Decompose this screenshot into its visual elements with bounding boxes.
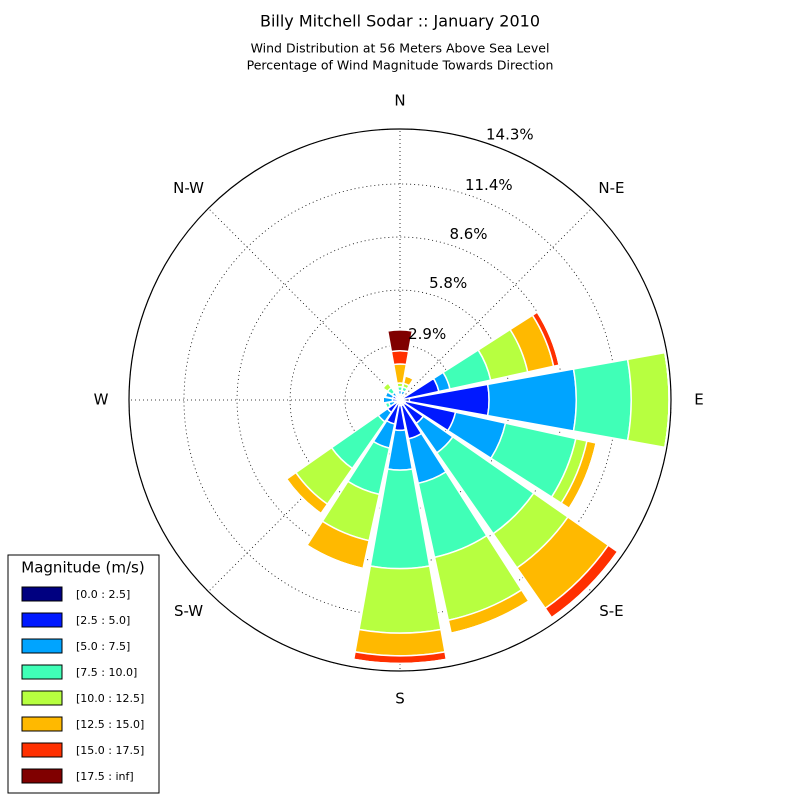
r-tick-label: 5.8% [429,274,467,292]
rose-segment [395,391,399,395]
legend-swatch [21,742,63,758]
chart-title: Billy Mitchell Sodar :: January 2010 [260,12,540,31]
direction-label: S [395,690,405,708]
legend-swatch [21,586,63,602]
legend-label: [7.5 : 10.0] [76,666,137,679]
legend-label: [0.0 : 2.5] [76,588,130,601]
r-tick-label: 11.4% [465,176,513,194]
legend-label: [5.0 : 7.5] [76,640,130,653]
legend-label: [10.0 : 12.5] [76,692,144,705]
direction-label: S-E [599,602,623,620]
rose-segment [358,565,442,634]
legend-label: [17.5 : inf] [76,770,134,783]
direction-label: E [694,391,703,409]
legend-swatch [21,664,63,680]
rose-segment [382,382,389,389]
rose-segment [390,349,410,366]
legend-swatch [21,690,63,706]
r-tick-label: 8.6% [449,225,487,243]
rose-segment [626,351,670,449]
outer-circle [128,128,672,672]
legend-title: Magnitude (m/s) [21,559,144,577]
r-tick-label: 2.9% [408,325,446,343]
direction-label: N-W [173,179,204,197]
direction-label: S-W [174,602,203,620]
rose-segment [353,658,447,665]
direction-label: N [394,92,405,110]
direction-label: W [94,391,109,409]
legend-label: [12.5 : 15.0] [76,718,144,731]
legend-label: [15.0 : 17.5] [76,744,144,757]
r-tick-label: 14.3% [486,125,534,143]
direction-label: N-E [598,179,624,197]
rose-segment [536,311,560,366]
legend-swatch [21,768,63,784]
chart-subtitle: Percentage of Wind Magnitude Towards Dir… [247,58,554,73]
legend-label: [2.5 : 5.0] [76,614,130,627]
legend-swatch [21,612,63,628]
legend-swatch [21,716,63,732]
legend-swatch [21,638,63,654]
grid-spoke [208,208,401,401]
rose-segment [354,628,446,657]
chart-subtitle: Wind Distribution at 56 Meters Above Sea… [251,41,550,56]
rose-segment [572,358,632,442]
rose-segment [405,375,414,380]
rose-segment [386,329,414,353]
